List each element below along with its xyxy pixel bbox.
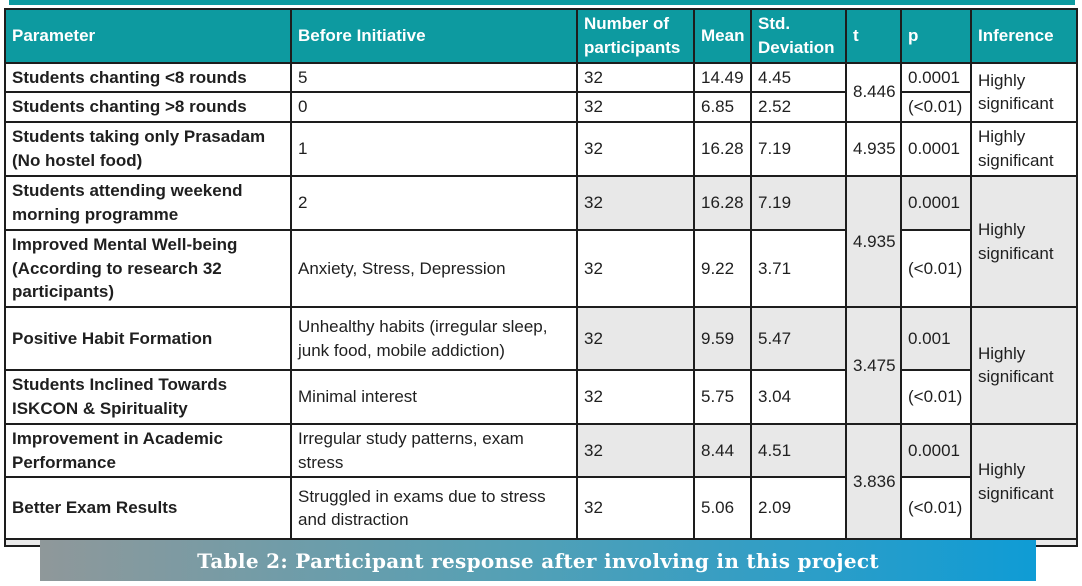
col-header-p: p [900, 8, 972, 64]
cell-mean: 9.59 [693, 306, 752, 372]
cell-parameter: Positive Habit Formation [4, 306, 292, 372]
cell-inference-merged: Highly significant [970, 61, 1078, 124]
cell-before: Struggled in exams due to stress and dis… [290, 476, 578, 541]
table-row: Positive Habit Formation Unhealthy habit… [4, 306, 1078, 425]
table-row: Improvement in Academic Performance Irre… [4, 422, 1078, 541]
cell-p: (<0.01) [900, 228, 972, 309]
table-row: Students chanting >8 rounds 0 32 6.85 2.… [4, 91, 1077, 124]
participant-response-table: Parameter Before Initiative Number of pa… [4, 8, 1078, 548]
cell-before: 1 [290, 121, 578, 178]
table-top-edge-strip [9, 0, 1075, 5]
cell-parameter: Students taking only Prasadam (No hostel… [4, 121, 292, 178]
cell-sd: 4.51 [750, 422, 847, 479]
cell-p: 0.0001 [900, 61, 972, 94]
cell-sd: 2.52 [750, 91, 847, 124]
cell-participants: 32 [576, 121, 695, 178]
cell-mean: 16.28 [693, 175, 752, 231]
cell-p: (<0.01) [900, 369, 972, 425]
cell-sd: 4.45 [750, 61, 847, 94]
col-header-participants: Number of participants [576, 8, 695, 64]
cell-before: 2 [290, 175, 578, 231]
cell-participants: 32 [576, 476, 695, 541]
cell-sd: 7.19 [750, 121, 847, 178]
cell-participants: 32 [576, 175, 695, 231]
cell-parameter: Students Inclined Towards ISKCON & Spiri… [4, 369, 292, 425]
cell-before: Irregular study patterns, exam stress [290, 422, 578, 479]
cell-before: 0 [290, 91, 578, 124]
cell-t-merged: 4.935 [845, 175, 902, 309]
col-header-mean: Mean [693, 8, 752, 64]
cell-before: Minimal interest [290, 369, 578, 425]
cell-mean: 16.28 [693, 121, 752, 178]
cell-p: 0.0001 [900, 121, 972, 178]
table-row: Students taking only Prasadam (No hostel… [4, 121, 1078, 178]
cell-participants: 32 [576, 228, 695, 309]
table-row: Better Exam Results Struggled in exams d… [4, 476, 1077, 541]
cell-inference-merged: Highly significant [970, 422, 1078, 541]
cell-mean: 14.49 [693, 61, 752, 94]
cell-before: Unhealthy habits (irregular sleep, junk … [290, 306, 578, 372]
cell-participants: 32 [576, 422, 695, 479]
cell-participants: 32 [576, 91, 695, 124]
col-header-inference: Inference [970, 8, 1078, 64]
cell-before: 5 [290, 61, 578, 94]
header-row: Parameter Before Initiative Number of pa… [4, 8, 1078, 64]
table-row: Students attending weekend morning progr… [4, 175, 1078, 309]
table-row: Improved Mental Well-being (According to… [4, 228, 1077, 309]
cell-mean: 8.44 [693, 422, 752, 479]
col-header-parameter: Parameter [4, 8, 292, 64]
cell-mean: 9.22 [693, 228, 752, 309]
cell-p: 0.0001 [900, 422, 972, 479]
cell-parameter: Students chanting >8 rounds [4, 91, 292, 124]
cell-participants: 32 [576, 369, 695, 425]
cell-mean: 5.06 [693, 476, 752, 541]
cell-participants: 32 [576, 306, 695, 372]
cell-parameter: Students attending weekend morning progr… [4, 175, 292, 231]
table-caption: Table 2: Participant response after invo… [197, 548, 879, 573]
cell-t-merged: 8.446 [845, 61, 902, 124]
col-header-before-initiative: Before Initiative [290, 8, 578, 64]
cell-p: (<0.01) [900, 476, 972, 541]
table-caption-bar: Table 2: Participant response after invo… [40, 540, 1036, 581]
cell-sd: 3.04 [750, 369, 847, 425]
cell-inference-merged: Highly significant [970, 306, 1078, 425]
cell-participants: 32 [576, 61, 695, 94]
cell-sd: 3.71 [750, 228, 847, 309]
cell-parameter: Improved Mental Well-being (According to… [4, 228, 292, 309]
cell-inference-merged: Highly significant [970, 175, 1078, 309]
cell-sd: 7.19 [750, 175, 847, 231]
cell-p: (<0.01) [900, 91, 972, 124]
cell-p: 0.0001 [900, 175, 972, 231]
col-header-std-deviation: Std. Deviation [750, 8, 847, 64]
col-header-t: t [845, 8, 902, 64]
cell-t: 4.935 [845, 121, 902, 178]
cell-mean: 6.85 [693, 91, 752, 124]
cell-t-merged: 3.475 [845, 306, 902, 425]
cell-parameter: Students chanting <8 rounds [4, 61, 292, 94]
cell-sd: 2.09 [750, 476, 847, 541]
table-row: Students chanting <8 rounds 5 32 14.49 4… [4, 61, 1078, 124]
cell-p: 0.001 [900, 306, 972, 372]
cell-parameter: Improvement in Academic Performance [4, 422, 292, 479]
cell-before: Anxiety, Stress, Depression [290, 228, 578, 309]
cell-mean: 5.75 [693, 369, 752, 425]
cell-parameter: Better Exam Results [4, 476, 292, 541]
table-row: Students Inclined Towards ISKCON & Spiri… [4, 369, 1077, 425]
cell-t-merged: 3.836 [845, 422, 902, 541]
cell-inference: Highly significant [970, 121, 1078, 178]
cell-sd: 5.47 [750, 306, 847, 372]
